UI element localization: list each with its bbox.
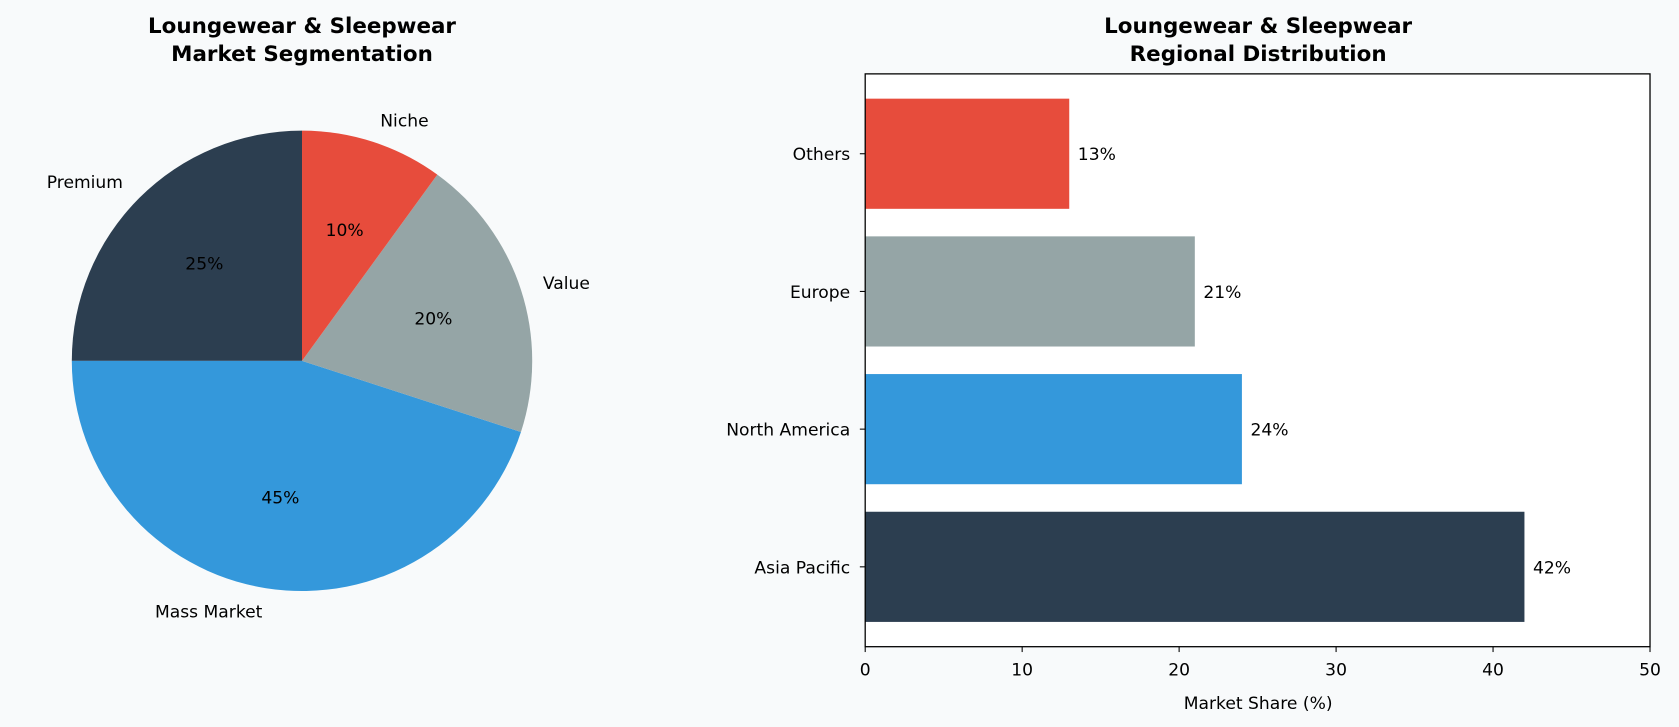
y-tick-label-europe: Europe	[790, 283, 850, 303]
bar-value-label-north-america: 24%	[1250, 421, 1288, 441]
x-tick-label-20: 20	[1168, 661, 1190, 681]
bar-north-america	[865, 374, 1242, 485]
bar-europe	[865, 236, 1195, 347]
bar-others	[865, 98, 1070, 209]
pie-slice-value	[302, 174, 533, 432]
x-tick-label-50: 50	[1639, 661, 1661, 681]
bar-asia-pacific	[865, 511, 1525, 622]
x-tick-label-10: 10	[1011, 661, 1033, 681]
bar-title-line1: Loungewear & Sleepwear	[1104, 14, 1412, 39]
bar-title-line2: Regional Distribution	[1130, 42, 1387, 67]
y-tick-label-asia-pacific: Asia Pacific	[754, 558, 850, 578]
bar-value-label-europe: 21%	[1203, 283, 1241, 303]
y-tick-label-north-america: North America	[726, 421, 850, 441]
pie-pct-label-value: 20%	[414, 310, 452, 330]
pie-label-premium: Premium	[47, 173, 123, 193]
pie-pct-label-niche: 10%	[326, 221, 364, 241]
pie-label-value: Value	[543, 274, 590, 294]
pie-slice-premium	[71, 130, 303, 361]
x-tick-label-40: 40	[1482, 661, 1504, 681]
pie-label-mass-market: Mass Market	[155, 602, 263, 622]
bar-value-label-asia-pacific: 42%	[1533, 558, 1571, 578]
pie-slice-mass-market	[71, 360, 521, 592]
x-tick-label-30: 30	[1325, 661, 1347, 681]
pie-slice-niche	[302, 130, 438, 361]
bar-chart: 42% Asia Pacific 24% North America 21% Europe…	[726, 98, 1661, 681]
x-tick-label-0: 0	[860, 661, 871, 681]
x-axis-label: Market Share (%)	[1184, 694, 1333, 714]
pie-title-line2: Market Segmentation	[171, 42, 433, 67]
bar-axes-frame	[864, 73, 1651, 648]
pie-pct-label-mass-market: 45%	[261, 489, 299, 509]
bar-value-label-others: 13%	[1078, 145, 1116, 165]
y-tick-label-others: Others	[793, 145, 851, 165]
pie-chart: 25% Premium 45% Mass Market 20% Value 10% Niche	[47, 111, 590, 622]
pie-label-niche: Niche	[380, 111, 428, 131]
pie-title-line1: Loungewear & Sleepwear	[148, 14, 456, 39]
pie-pct-label-premium: 25%	[185, 255, 223, 275]
